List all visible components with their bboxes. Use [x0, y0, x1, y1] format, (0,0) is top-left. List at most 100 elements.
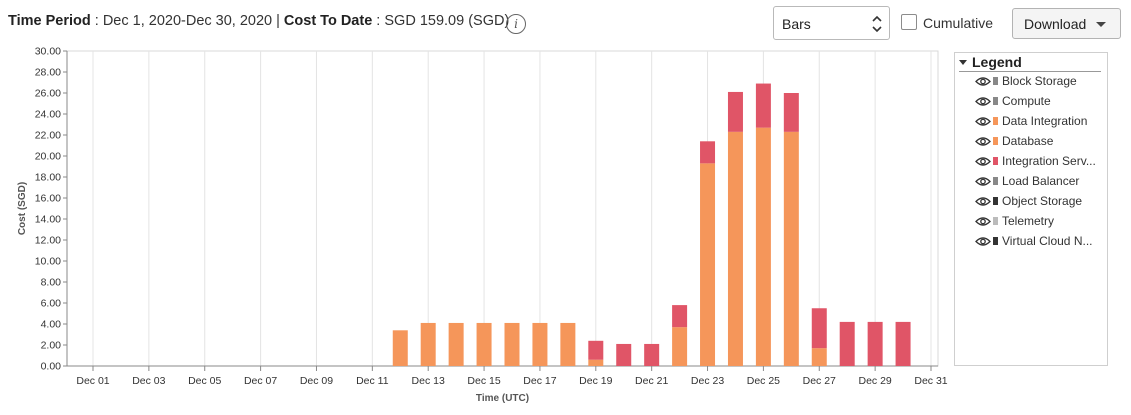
legend-divider: [959, 71, 1101, 72]
eye-icon[interactable]: [975, 156, 991, 167]
legend-item-label: Virtual Cloud N...: [1002, 234, 1093, 248]
legend-swatch: [993, 197, 998, 205]
y-tick-label: 16.00: [35, 193, 61, 205]
download-button[interactable]: Download: [1012, 8, 1121, 39]
info-icon[interactable]: i: [506, 14, 526, 34]
bar-segment: [504, 322, 520, 366]
x-tick-label: Dec 27: [803, 375, 836, 387]
chart-type-value: Bars: [782, 16, 811, 32]
bar-segment: [448, 322, 464, 366]
x-tick-label: Dec 15: [467, 375, 500, 387]
legend-swatch: [993, 137, 998, 145]
y-tick-label: 4.00: [41, 319, 62, 331]
x-tick-label: Dec 23: [691, 375, 724, 387]
legend-item[interactable]: Object Storage: [975, 193, 1103, 211]
eye-icon[interactable]: [975, 96, 991, 107]
legend-swatch: [993, 157, 998, 165]
legend-swatch: [993, 217, 998, 225]
x-tick-label: Dec 03: [132, 375, 165, 387]
time-period-label: Time Period: [8, 13, 91, 29]
legend-item-label: Block Storage: [1002, 74, 1077, 88]
legend-item-label: Compute: [1002, 94, 1051, 108]
eye-icon[interactable]: [975, 236, 991, 247]
bar-segment: [755, 127, 771, 367]
legend-item-label: Telemetry: [1002, 214, 1055, 228]
y-tick-label: 2.00: [41, 340, 62, 352]
x-tick-label: Dec 17: [523, 375, 556, 387]
y-tick-label: 6.00: [41, 298, 62, 310]
legend-item[interactable]: Compute: [975, 93, 1103, 111]
bar-segment: [839, 321, 855, 366]
bar-segment: [895, 321, 911, 366]
download-label: Download: [1024, 16, 1087, 32]
y-tick-label: 30.00: [35, 46, 61, 58]
eye-icon[interactable]: [975, 176, 991, 187]
bar-segment: [700, 163, 716, 366]
legend-item-label: Load Balancer: [1002, 174, 1080, 188]
bar-segment: [588, 340, 604, 360]
bar-segment: [616, 343, 632, 366]
bar-segment: [644, 343, 660, 366]
cumulative-label: Cumulative: [923, 15, 994, 31]
legend-swatch: [993, 177, 998, 185]
bar-segment: [727, 91, 743, 132]
legend-item[interactable]: Integration Serv...: [975, 153, 1103, 171]
legend-item-label: Data Integration: [1002, 114, 1088, 128]
legend-title: Legend: [972, 54, 1022, 70]
y-tick-label: 28.00: [35, 67, 61, 79]
y-tick-label: 8.00: [41, 277, 62, 289]
eye-icon[interactable]: [975, 216, 991, 227]
legend-item-label: Integration Serv...: [1002, 154, 1096, 168]
legend-item[interactable]: Virtual Cloud N...: [975, 233, 1103, 251]
x-axis-title: Time (UTC): [476, 393, 529, 404]
x-tick-label: Dec 25: [747, 375, 780, 387]
x-tick-label: Dec 07: [244, 375, 277, 387]
x-tick-label: Dec 19: [579, 375, 612, 387]
x-tick-label: Dec 05: [188, 375, 221, 387]
bar-segment: [755, 83, 771, 128]
legend-item[interactable]: Telemetry: [975, 213, 1103, 231]
y-tick-label: 20.00: [35, 151, 61, 163]
bar-segment: [700, 141, 716, 164]
select-arrows-icon: [872, 15, 882, 33]
bar-segment: [532, 322, 548, 366]
cumulative-checkbox[interactable]: [901, 14, 917, 30]
plot-area: [66, 50, 939, 367]
y-tick-label: 18.00: [35, 172, 61, 184]
bar-segment: [392, 330, 408, 366]
eye-icon[interactable]: [975, 76, 991, 87]
y-tick-label: 22.00: [35, 130, 61, 142]
cost-to-date-value: : SGD 159.09 (SGD): [372, 13, 510, 29]
bar-segment: [811, 348, 827, 366]
bar-segment: [588, 359, 604, 366]
bar-segment: [811, 308, 827, 349]
x-tick-label: Dec 11: [356, 375, 389, 387]
legend-item[interactable]: Data Integration: [975, 113, 1103, 131]
chart-type-select[interactable]: Bars: [773, 6, 890, 40]
legend-swatch: [993, 77, 998, 85]
y-tick-label: 26.00: [35, 88, 61, 100]
y-tick-label: 10.00: [35, 256, 61, 268]
chevron-down-icon: [1096, 22, 1106, 27]
legend-item-label: Database: [1002, 134, 1054, 148]
bar-segment: [672, 305, 688, 328]
x-tick-label: Dec 21: [635, 375, 668, 387]
x-tick-label: Dec 13: [412, 375, 445, 387]
x-tick-label: Dec 29: [858, 375, 891, 387]
bar-segment: [560, 322, 576, 366]
x-tick-label: Dec 09: [300, 375, 333, 387]
legend-item[interactable]: Block Storage: [975, 73, 1103, 91]
legend-header[interactable]: Legend: [959, 54, 1022, 70]
x-tick-label: Dec 01: [76, 375, 109, 387]
y-axis-title: Cost (SGD): [17, 182, 28, 235]
time-period-value: : Dec 1, 2020-Dec 30, 2020 |: [90, 13, 284, 29]
legend-swatch: [993, 117, 998, 125]
legend-item[interactable]: Load Balancer: [975, 173, 1103, 191]
eye-icon[interactable]: [975, 196, 991, 207]
legend-item[interactable]: Database: [975, 133, 1103, 151]
legend-swatch: [993, 97, 998, 105]
eye-icon[interactable]: [975, 136, 991, 147]
y-tick-label: 0.00: [41, 361, 62, 373]
eye-icon[interactable]: [975, 116, 991, 127]
bar-segment: [783, 93, 799, 132]
